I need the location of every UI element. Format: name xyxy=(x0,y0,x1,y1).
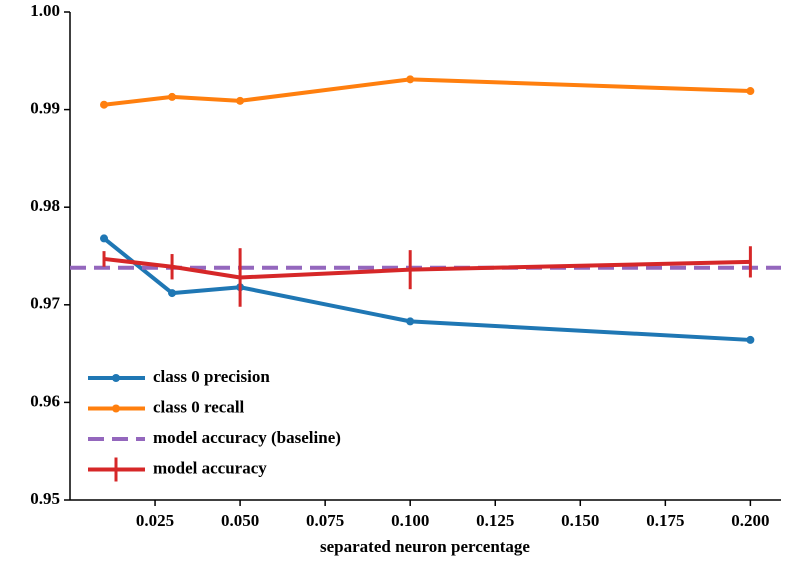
x-tick-label: 0.125 xyxy=(476,511,514,530)
point xyxy=(168,92,177,101)
point xyxy=(406,75,415,84)
point xyxy=(100,100,109,109)
x-tick-label: 0.075 xyxy=(306,511,344,530)
legend-label: class 0 recall xyxy=(153,397,245,416)
y-tick-label: 0.98 xyxy=(30,196,60,215)
x-tick-label: 0.175 xyxy=(646,511,684,530)
legend-marker xyxy=(112,404,120,413)
legend-label: class 0 precision xyxy=(153,367,270,386)
series-line xyxy=(103,77,751,107)
y-tick-label: 0.96 xyxy=(30,391,60,410)
series-line xyxy=(102,236,751,342)
point xyxy=(100,234,109,243)
x-tick-label: 0.050 xyxy=(221,511,259,530)
point xyxy=(406,317,415,326)
y-tick-label: 0.97 xyxy=(30,294,60,313)
legend-label: model accuracy (baseline) xyxy=(153,428,341,447)
y-tick-label: 1.00 xyxy=(30,1,60,20)
y-tick-label: 0.95 xyxy=(30,489,60,508)
y-tick-label: 0.99 xyxy=(30,99,60,118)
x-tick-label: 0.150 xyxy=(561,511,599,530)
point xyxy=(168,289,177,298)
legend-marker xyxy=(112,374,120,382)
point xyxy=(236,96,245,105)
x-tick-label: 0.100 xyxy=(391,511,429,530)
point xyxy=(746,335,755,344)
point xyxy=(746,87,755,96)
x-tick-label: 0.025 xyxy=(136,511,174,530)
x-axis-label: separated neuron percentage xyxy=(320,537,530,556)
x-tick-label: 0.200 xyxy=(731,511,769,530)
legend-label: model accuracy xyxy=(153,458,267,477)
